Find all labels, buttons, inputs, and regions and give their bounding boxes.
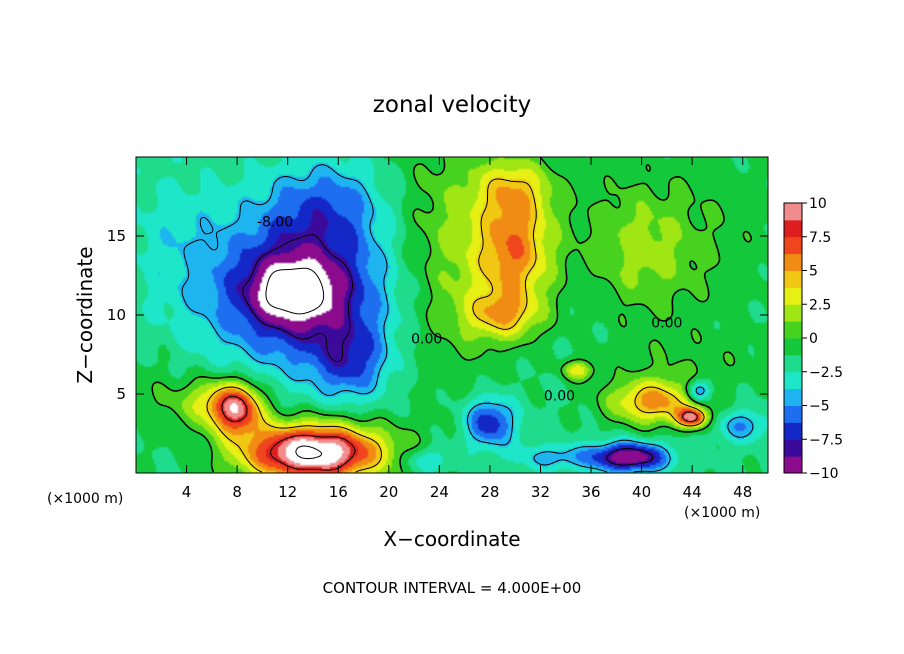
colorbar-tick-label: 5 <box>809 264 818 280</box>
colorbar-swatch <box>784 439 802 457</box>
colorbar-swatch <box>784 371 802 390</box>
contour-interval-note: CONTOUR INTERVAL = 4.000E+00 <box>323 579 582 597</box>
colorbar-tick-label: −7.5 <box>809 432 843 448</box>
y-axis: 5 10 15 <box>107 227 768 403</box>
contour-level <box>221 395 698 471</box>
x-unit-right: (×1000 m) <box>684 505 760 521</box>
x-tick-label: 28 <box>480 483 499 501</box>
colorbar-swatch <box>784 405 802 423</box>
contour-label: 0.00 <box>544 388 575 404</box>
contour-level <box>242 234 654 466</box>
contour-lines <box>151 157 754 473</box>
colorbar-swatch <box>784 253 802 271</box>
x-unit-left: (×1000 m) <box>47 491 123 507</box>
x-tick-label: 40 <box>632 483 651 501</box>
x-tick-label: 24 <box>430 483 449 501</box>
colorbar-swatch <box>784 270 802 288</box>
x-tick-label: 4 <box>182 483 192 501</box>
contour-level <box>295 445 323 460</box>
contour-label: -8.00 <box>257 215 293 231</box>
colorbar-swatch <box>784 354 802 373</box>
colorbar-swatch <box>784 219 802 238</box>
colorbar-swatch <box>784 338 802 356</box>
contour-label: 0.00 <box>411 331 442 347</box>
colorbar-tick-label: 2.5 <box>809 297 831 313</box>
colorbar-tick-label: −5 <box>809 399 830 415</box>
x-tick-label: 16 <box>329 483 348 501</box>
x-axis-label: X−coordinate <box>383 527 520 551</box>
colorbar-swatch <box>784 388 802 406</box>
colorbar: 10 7.5 5 2.5 0 −2.5 −5 −7.5 −10 <box>783 196 843 482</box>
colorbar-tick-label: 7.5 <box>809 230 831 246</box>
x-tick-label: 20 <box>379 483 398 501</box>
colorbar-swatch <box>784 287 802 305</box>
contour-level <box>151 157 752 473</box>
colorbar-swatch <box>784 321 802 339</box>
y-tick-label: 15 <box>107 227 126 245</box>
colorbar-swatch <box>784 304 802 322</box>
x-tick-label: 32 <box>531 483 550 501</box>
colorbar-swatch <box>784 236 802 255</box>
colorbar-swatch <box>784 422 802 440</box>
y-axis-label: Z−coordinate <box>73 246 97 383</box>
x-tick-label: 36 <box>581 483 600 501</box>
colorbar-tick-label: −2.5 <box>809 365 843 381</box>
x-tick-label: 44 <box>683 483 702 501</box>
x-axis: 4 8 12 16 20 24 28 32 36 40 44 48 <box>182 157 752 501</box>
colorbar-tick-label: 0 <box>809 331 818 347</box>
colorbar-tick-label: 10 <box>809 196 827 212</box>
colorbar-tick-label: −10 <box>809 466 839 482</box>
contour-labels: -8.00 0.00 0.00 0.00 <box>257 215 683 405</box>
contour-label: 0.00 <box>651 316 682 332</box>
x-tick-label: 48 <box>733 483 752 501</box>
y-tick-label: 5 <box>116 385 126 403</box>
y-tick-label: 10 <box>107 306 126 324</box>
contour-level <box>206 178 705 473</box>
contour-level <box>265 267 325 315</box>
plot-area: -8.00 0.00 0.00 0.00 <box>135 156 769 474</box>
x-tick-label: 8 <box>232 483 242 501</box>
contour-level <box>181 164 754 473</box>
colorbar-swatch <box>784 456 802 474</box>
chart-title: zonal velocity <box>373 92 531 118</box>
colorbar-swatch <box>784 203 802 221</box>
x-tick-label: 12 <box>278 483 297 501</box>
